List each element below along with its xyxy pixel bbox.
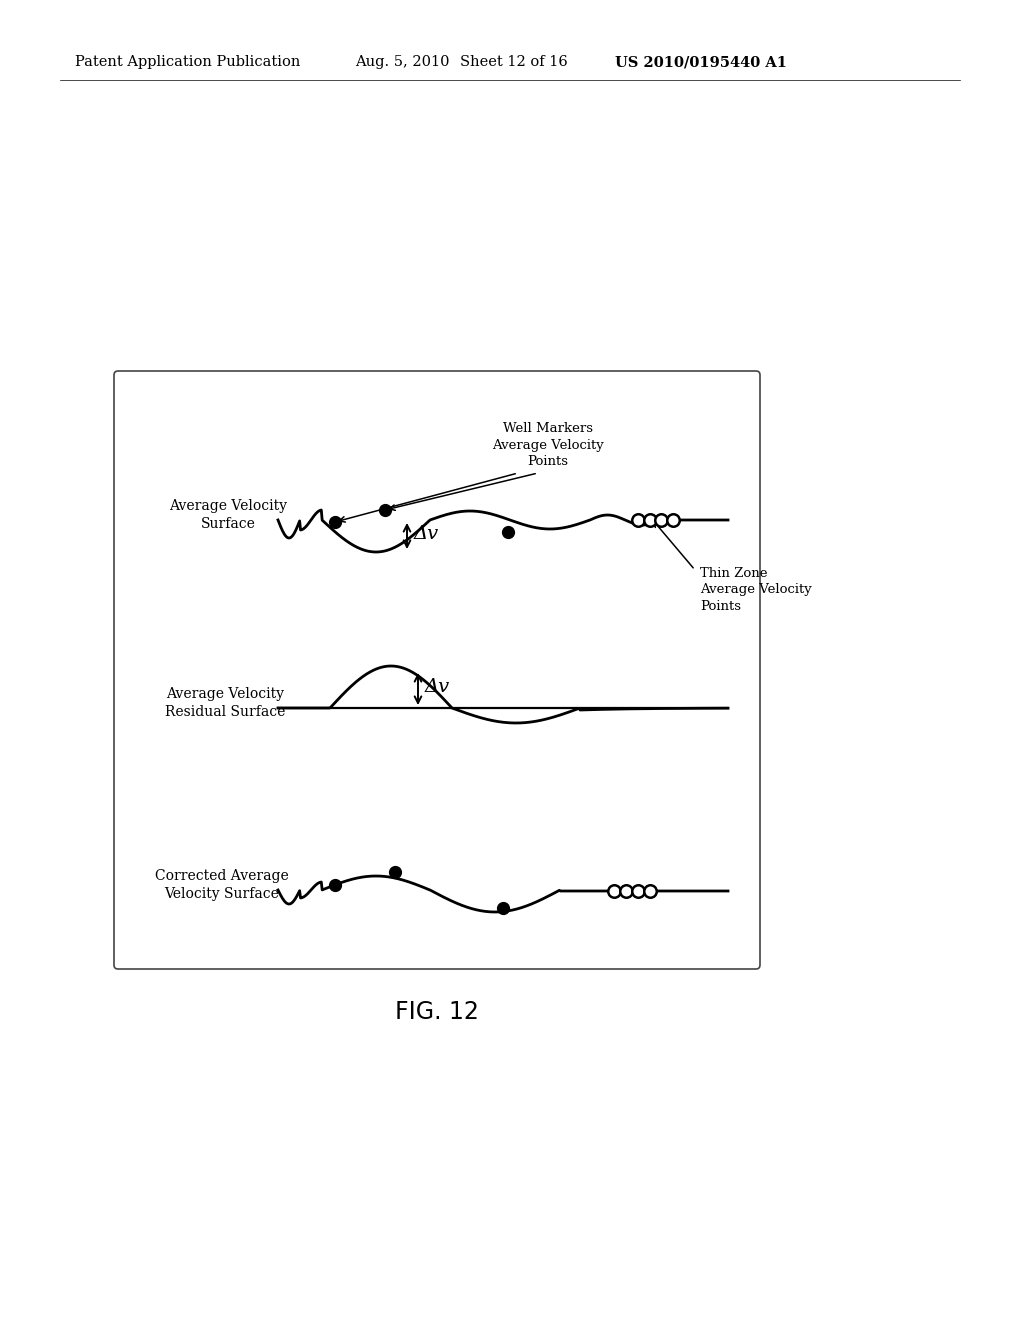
Text: Patent Application Publication: Patent Application Publication <box>75 55 300 69</box>
Text: Well Markers
Average Velocity
Points: Well Markers Average Velocity Points <box>493 422 604 469</box>
Text: Δv: Δv <box>425 678 451 696</box>
FancyBboxPatch shape <box>114 371 760 969</box>
Text: Aug. 5, 2010: Aug. 5, 2010 <box>355 55 450 69</box>
Text: Average Velocity
Residual Surface: Average Velocity Residual Surface <box>165 686 286 719</box>
Text: Thin Zone
Average Velocity
Points: Thin Zone Average Velocity Points <box>700 568 812 612</box>
Text: Corrected Average
Velocity Surface: Corrected Average Velocity Surface <box>155 869 289 902</box>
Text: Average Velocity
Surface: Average Velocity Surface <box>169 499 287 531</box>
Text: FIG. 12: FIG. 12 <box>395 1001 479 1024</box>
Text: Δv: Δv <box>414 525 439 543</box>
Text: Sheet 12 of 16: Sheet 12 of 16 <box>460 55 567 69</box>
Text: US 2010/0195440 A1: US 2010/0195440 A1 <box>615 55 787 69</box>
